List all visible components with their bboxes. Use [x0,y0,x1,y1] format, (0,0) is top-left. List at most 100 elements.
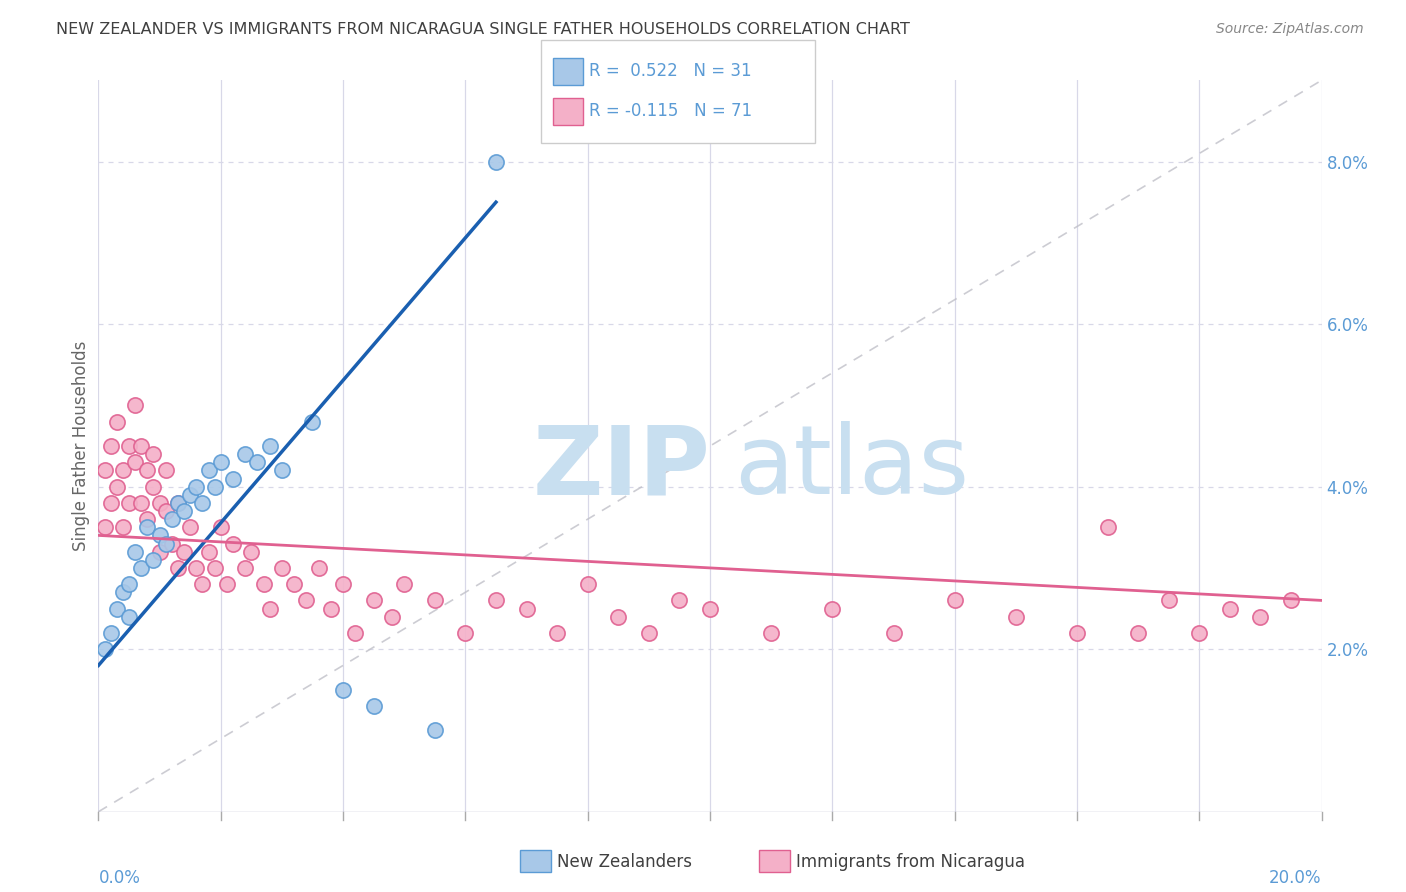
Point [118,439,141,453]
Point [215,577,238,591]
Point [308,561,330,575]
Point [1157,593,1180,607]
Point [240,544,263,558]
Text: New Zealanders: New Zealanders [557,853,692,871]
Point [1279,593,1302,607]
Point [883,626,905,640]
Point [160,536,183,550]
Point [454,626,477,640]
Point [155,504,177,518]
Point [142,553,165,567]
Point [1097,520,1119,534]
Text: ZIP: ZIP [531,421,710,515]
Point [197,544,219,558]
Point [821,601,844,615]
Point [485,593,508,607]
Point [155,536,177,550]
Y-axis label: Single Father Households: Single Father Households [72,341,90,551]
Point [332,577,354,591]
Point [136,512,159,526]
Point [607,609,630,624]
Point [142,480,165,494]
Point [111,520,134,534]
Point [1249,609,1271,624]
Point [173,544,195,558]
Point [142,447,165,461]
Point [392,577,416,591]
Point [136,463,159,477]
Point [129,439,152,453]
Point [204,480,226,494]
Text: R =  0.522   N = 31: R = 0.522 N = 31 [589,62,752,80]
Point [197,463,219,477]
Point [259,601,281,615]
Point [167,496,190,510]
Text: NEW ZEALANDER VS IMMIGRANTS FROM NICARAGUA SINGLE FATHER HOUSEHOLDS CORRELATION : NEW ZEALANDER VS IMMIGRANTS FROM NICARAG… [56,22,910,37]
Point [381,609,404,624]
Point [1128,626,1150,640]
Point [105,480,128,494]
Point [149,528,172,542]
Point [93,463,115,477]
Point [100,496,122,510]
Point [124,455,146,469]
Point [105,415,128,429]
Point [344,626,367,640]
Point [191,496,214,510]
Point [124,544,146,558]
Point [136,520,159,534]
Text: 0.0%: 0.0% [98,869,141,887]
Point [173,504,195,518]
Point [179,520,201,534]
Point [209,520,232,534]
Point [246,455,269,469]
Point [186,561,208,575]
Point [270,463,292,477]
Text: R = -0.115   N = 71: R = -0.115 N = 71 [589,103,752,120]
Point [423,723,446,738]
Point [363,593,385,607]
Point [301,415,323,429]
Point [1219,601,1241,615]
Point [105,601,128,615]
Point [149,496,172,510]
Point [233,561,256,575]
Point [129,561,152,575]
Point [222,471,245,485]
Point [111,463,134,477]
Point [222,536,245,550]
Point [93,642,115,657]
Point [100,439,122,453]
Point [252,577,274,591]
Point [259,439,281,453]
Point [759,626,782,640]
Point [332,682,354,697]
Point [1188,626,1211,640]
Point [1066,626,1088,640]
Point [186,480,208,494]
Point [546,626,568,640]
Point [100,626,122,640]
Point [124,398,146,412]
Point [129,496,152,510]
Point [637,626,661,640]
Point [233,447,256,461]
Point [668,593,690,607]
Point [155,463,177,477]
Point [283,577,305,591]
Point [485,154,508,169]
Point [516,601,538,615]
Point [118,496,141,510]
Point [93,520,115,534]
Point [363,699,385,714]
Point [699,601,721,615]
Point [167,496,190,510]
Point [295,593,318,607]
Point [160,512,183,526]
Point [111,585,134,599]
Point [576,577,599,591]
Text: atlas: atlas [734,421,970,515]
Point [209,455,232,469]
Point [179,488,201,502]
Text: Source: ZipAtlas.com: Source: ZipAtlas.com [1216,22,1364,37]
